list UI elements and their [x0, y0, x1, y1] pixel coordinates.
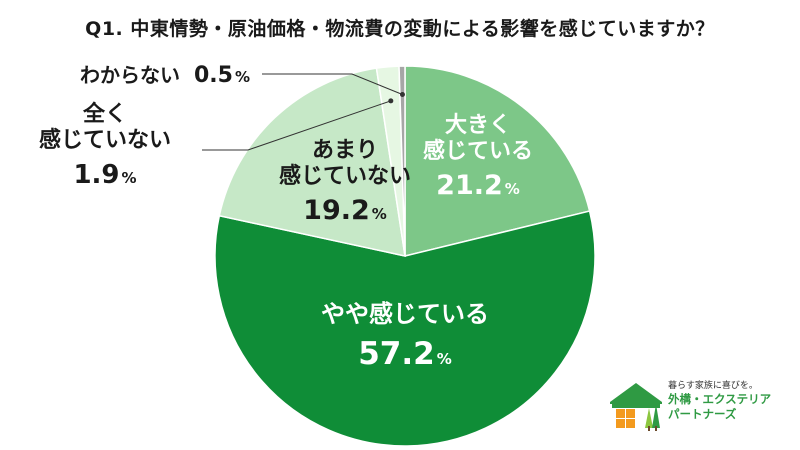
pie-slice-2 — [214, 210, 596, 447]
logo-name: 外構・エクステリア パートナーズ — [668, 392, 771, 422]
pie-slice-5 — [398, 65, 406, 257]
pie-slice-1 — [404, 65, 591, 257]
slice-4-value: 1.9% — [73, 160, 136, 190]
slice-5-value: 0.5% — [194, 63, 250, 88]
callout-line-slice-5 — [262, 73, 403, 95]
slice-1-label-line-1: 大きく — [445, 113, 511, 138]
chart-title: Q1. 中東情勢・原油価格・物流費の変動による影響を感じていますか？ — [85, 18, 715, 40]
slice-4-label-line-2: 感じていない — [39, 127, 171, 153]
slice-5-label: わからない — [80, 63, 180, 87]
slice-3-label-line-1: あまり — [312, 138, 378, 163]
callout-line-slice-5-dot — [399, 92, 405, 98]
slice-2-label-line-1: やや感じている — [321, 300, 489, 328]
logo-tagline: 暮らす家族に喜びを。 — [668, 381, 758, 391]
callout-line-slice-4 — [202, 100, 391, 151]
logo-name-line1: 外構・エクステリア — [668, 392, 772, 406]
callout-line-slice-4-dot — [388, 98, 394, 104]
logo-name-line2: パートナーズ — [668, 407, 737, 421]
slice-3-label-line-2: 感じていない — [279, 163, 411, 189]
slice-4-label-line-1: 全く — [82, 101, 127, 127]
brand-logo: 暮らす家族に喜びを。 外構・エクステリア パートナーズ — [608, 378, 788, 438]
house-icon — [610, 383, 662, 431]
slice-1-label-line-2: 感じている — [423, 138, 533, 164]
pie-slice-3 — [218, 67, 406, 257]
